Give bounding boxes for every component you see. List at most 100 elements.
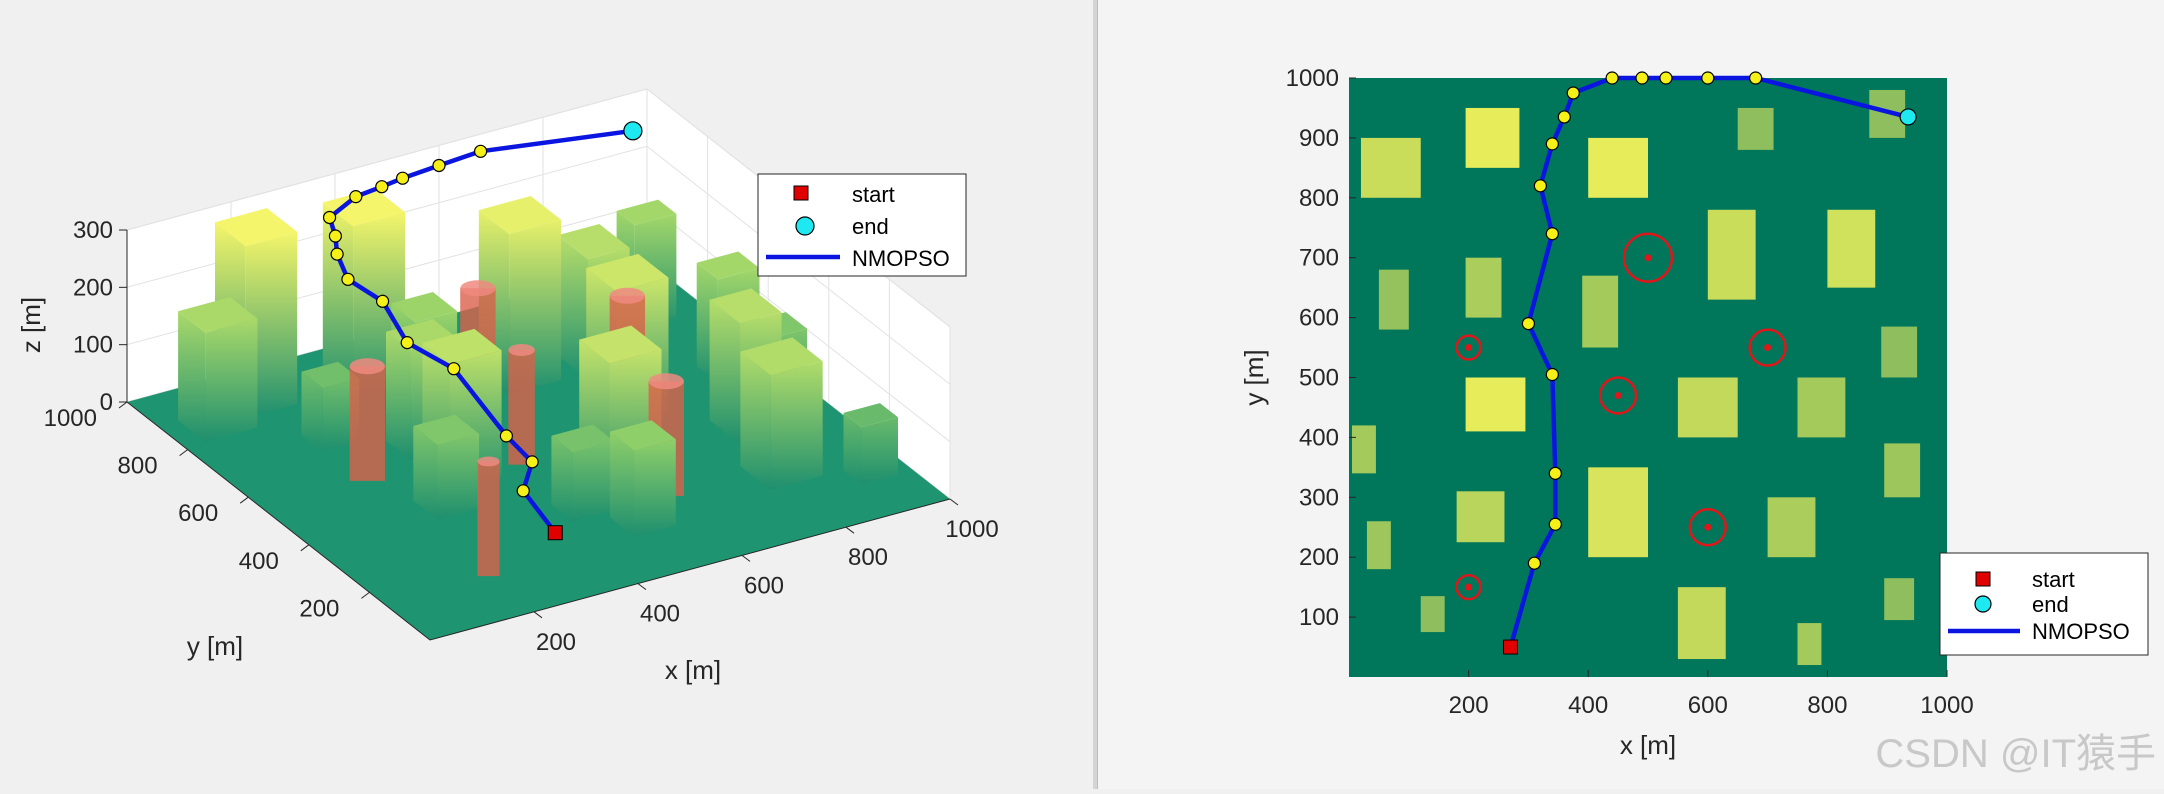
- building-top-face: [696, 251, 760, 280]
- threat-cylinder-top: [648, 373, 684, 390]
- path-waypoint: [1605, 71, 1619, 85]
- x-tick-mark: [949, 498, 959, 506]
- path-waypoint: [1527, 556, 1541, 570]
- building-top-face: [579, 325, 662, 364]
- building-left-face: [551, 435, 573, 522]
- x-tick-mark: [845, 526, 855, 534]
- end-marker-3d: [623, 121, 643, 141]
- z-axis-label: z [m]: [16, 297, 46, 353]
- building-left-face: [843, 412, 862, 485]
- path-waypoint-3d: [447, 362, 461, 376]
- path-waypoint: [1557, 110, 1571, 124]
- building-top-face: [422, 328, 502, 365]
- y-tick-mark: [300, 544, 310, 552]
- y-axis-label: y [m]: [1239, 349, 1269, 405]
- map-obstacle: [1797, 623, 1822, 666]
- path-waypoint: [1521, 316, 1535, 331]
- y-tick-mark: [118, 401, 128, 409]
- start-marker: [1502, 639, 1518, 655]
- path-waypoint: [1635, 71, 1649, 85]
- path-waypoint-3d: [328, 229, 343, 243]
- threat-center: [1614, 391, 1622, 399]
- panel-divider: [1093, 0, 1098, 789]
- y-tick-label: 600: [178, 500, 218, 527]
- map-obstacle: [1797, 377, 1846, 438]
- y-tick-label: 700: [1299, 245, 1339, 272]
- z-tick-label: 0: [100, 389, 113, 416]
- threat-center: [1704, 523, 1712, 531]
- map-obstacle: [1360, 137, 1421, 198]
- path-waypoint: [1533, 179, 1547, 193]
- path-waypoint: [1548, 517, 1562, 531]
- y-tick-label: 1000: [1286, 65, 1339, 92]
- threat-circle: [1622, 232, 1674, 283]
- building-left-face: [413, 425, 438, 520]
- path-waypoint-3d: [432, 158, 446, 173]
- map-obstacle: [1677, 377, 1738, 438]
- building-top-face: [178, 297, 258, 333]
- building-left-face: [301, 371, 323, 452]
- map-obstacle: [1588, 467, 1648, 558]
- x-tick-label: 600: [1688, 692, 1728, 719]
- map-obstacle: [1881, 326, 1918, 378]
- map-obstacle: [1737, 107, 1774, 150]
- building-left-face: [609, 431, 635, 537]
- map-obstacle: [1582, 275, 1619, 348]
- watermark-text: CSDN @IT猿手: [1875, 732, 2156, 776]
- end-marker: [1899, 108, 1917, 126]
- threat-cylinder-body: [508, 350, 535, 465]
- y-tick-label: 800: [1299, 185, 1339, 212]
- 2d-plot: 200 400 600 800 1000 100 200 300 400 500 600 700 800…: [1239, 65, 2149, 760]
- x-tick-label: 400: [1568, 692, 1608, 719]
- y-tick-label: 300: [1299, 484, 1339, 511]
- x-tick-label: 800: [848, 544, 888, 571]
- building-top-face: [322, 188, 406, 227]
- x-tick-mark: [533, 611, 543, 619]
- threat-cylinder-body: [477, 461, 500, 577]
- y-tick-label: 600: [1299, 305, 1339, 332]
- z-tick-label: 300: [73, 217, 113, 244]
- building-top-face: [616, 199, 677, 226]
- threat-cylinder-top: [460, 280, 496, 297]
- building-left-face: [322, 202, 354, 399]
- legend-end-label: end: [2032, 592, 2069, 617]
- map-obstacle: [1420, 596, 1445, 633]
- x-tick-mark: [741, 555, 751, 562]
- building-top-face: [301, 361, 360, 389]
- legend-path-label-3d: NMOPSO: [852, 246, 950, 271]
- x-tick-label: 800: [1807, 692, 1847, 719]
- right-figure-panel: 200 400 600 800 1000 100 200 300 400 500 600 700 800…: [1098, 0, 2164, 789]
- building-front-face: [572, 441, 615, 522]
- map-obstacle: [1366, 521, 1391, 570]
- threat-cylinder-top: [508, 344, 535, 356]
- path-waypoint-3d: [375, 180, 389, 194]
- y-tick-label: 200: [1299, 544, 1339, 571]
- map-obstacle: [1465, 257, 1502, 318]
- y-tick-mark: [239, 496, 249, 504]
- building-top-face: [478, 196, 562, 234]
- path-waypoint: [1545, 137, 1559, 151]
- y-axis-label: y [m]: [187, 631, 243, 661]
- threat-circle: [1748, 328, 1787, 367]
- threat-center: [1465, 344, 1473, 352]
- x-axis-label: x [m]: [1620, 730, 1676, 760]
- threat-cylinder-top: [609, 287, 646, 304]
- y-tick-mark: [179, 449, 188, 457]
- left-figure-panel: 200 400 600 800 1000 200 400 600 800 1000 0 100 200 3…: [16, 87, 999, 685]
- y-tick-label: 500: [1299, 365, 1339, 392]
- x-axis-label: x [m]: [665, 655, 721, 685]
- legend-start-marker: [1975, 571, 1991, 587]
- z-tick-label: 200: [73, 274, 113, 301]
- legend-end-marker: [1974, 595, 1992, 613]
- y-tick-label: 400: [239, 548, 279, 575]
- map-obstacle: [1827, 209, 1876, 288]
- legend-path-label: NMOPSO: [2032, 619, 2130, 644]
- building-left-face: [386, 331, 411, 460]
- path-waypoint-3d: [349, 190, 363, 204]
- legend-start-label: start: [2032, 567, 2075, 592]
- path-waypoint-3d: [499, 429, 513, 443]
- building-top-face: [586, 253, 669, 292]
- path-waypoint-3d: [516, 484, 530, 498]
- building-left-face: [178, 311, 206, 442]
